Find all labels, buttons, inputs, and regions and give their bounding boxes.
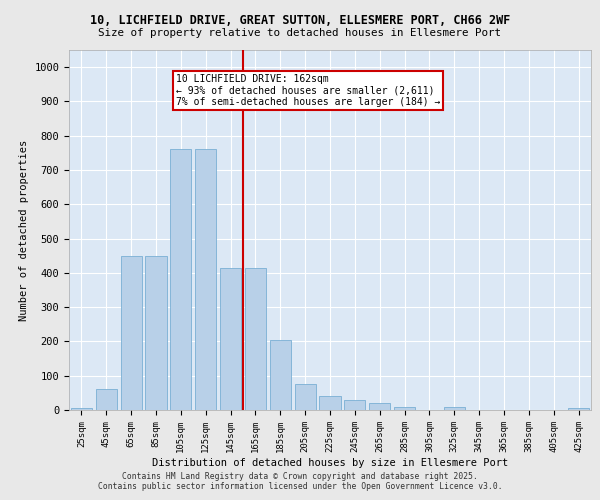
Y-axis label: Number of detached properties: Number of detached properties xyxy=(19,140,29,320)
Text: 10, LICHFIELD DRIVE, GREAT SUTTON, ELLESMERE PORT, CH66 2WF: 10, LICHFIELD DRIVE, GREAT SUTTON, ELLES… xyxy=(90,14,510,27)
Bar xyxy=(96,388,117,410)
Bar xyxy=(295,384,316,410)
Bar xyxy=(444,408,465,410)
Bar xyxy=(71,408,92,410)
Bar xyxy=(121,256,142,410)
Text: Size of property relative to detached houses in Ellesmere Port: Size of property relative to detached ho… xyxy=(98,28,502,38)
Text: 10 LICHFIELD DRIVE: 162sqm
← 93% of detached houses are smaller (2,611)
7% of se: 10 LICHFIELD DRIVE: 162sqm ← 93% of deta… xyxy=(176,74,440,107)
Bar xyxy=(369,403,390,410)
Bar xyxy=(145,256,167,410)
Bar xyxy=(220,268,241,410)
Bar xyxy=(270,340,291,410)
X-axis label: Distribution of detached houses by size in Ellesmere Port: Distribution of detached houses by size … xyxy=(152,458,508,468)
Bar xyxy=(170,148,191,410)
Bar xyxy=(568,408,589,410)
Bar xyxy=(195,148,216,410)
Bar xyxy=(394,406,415,410)
Bar xyxy=(245,268,266,410)
Bar xyxy=(319,396,341,410)
Bar xyxy=(344,400,365,410)
Text: Contains HM Land Registry data © Crown copyright and database right 2025.
Contai: Contains HM Land Registry data © Crown c… xyxy=(98,472,502,491)
